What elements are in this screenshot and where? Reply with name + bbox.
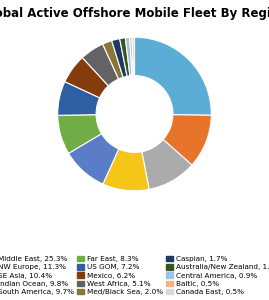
Legend: Middle East, 25.3%, NW Europe, 11.3%, SE Asia, 10.4%, Indian Ocean, 9.8%, South : Middle East, 25.3%, NW Europe, 11.3%, SE… [0,255,269,296]
Wedge shape [58,115,101,153]
Wedge shape [120,38,130,76]
Wedge shape [58,82,100,115]
Wedge shape [132,37,134,76]
Wedge shape [142,140,192,189]
Wedge shape [163,115,211,165]
Wedge shape [134,37,211,115]
Wedge shape [82,44,119,86]
Wedge shape [103,41,123,79]
Wedge shape [103,149,149,191]
Text: Global Active Offshore Mobile Fleet By Region: Global Active Offshore Mobile Fleet By R… [0,8,269,20]
Wedge shape [69,134,119,184]
Wedge shape [125,38,132,76]
Wedge shape [112,39,127,77]
Wedge shape [65,58,108,98]
Wedge shape [130,37,133,76]
